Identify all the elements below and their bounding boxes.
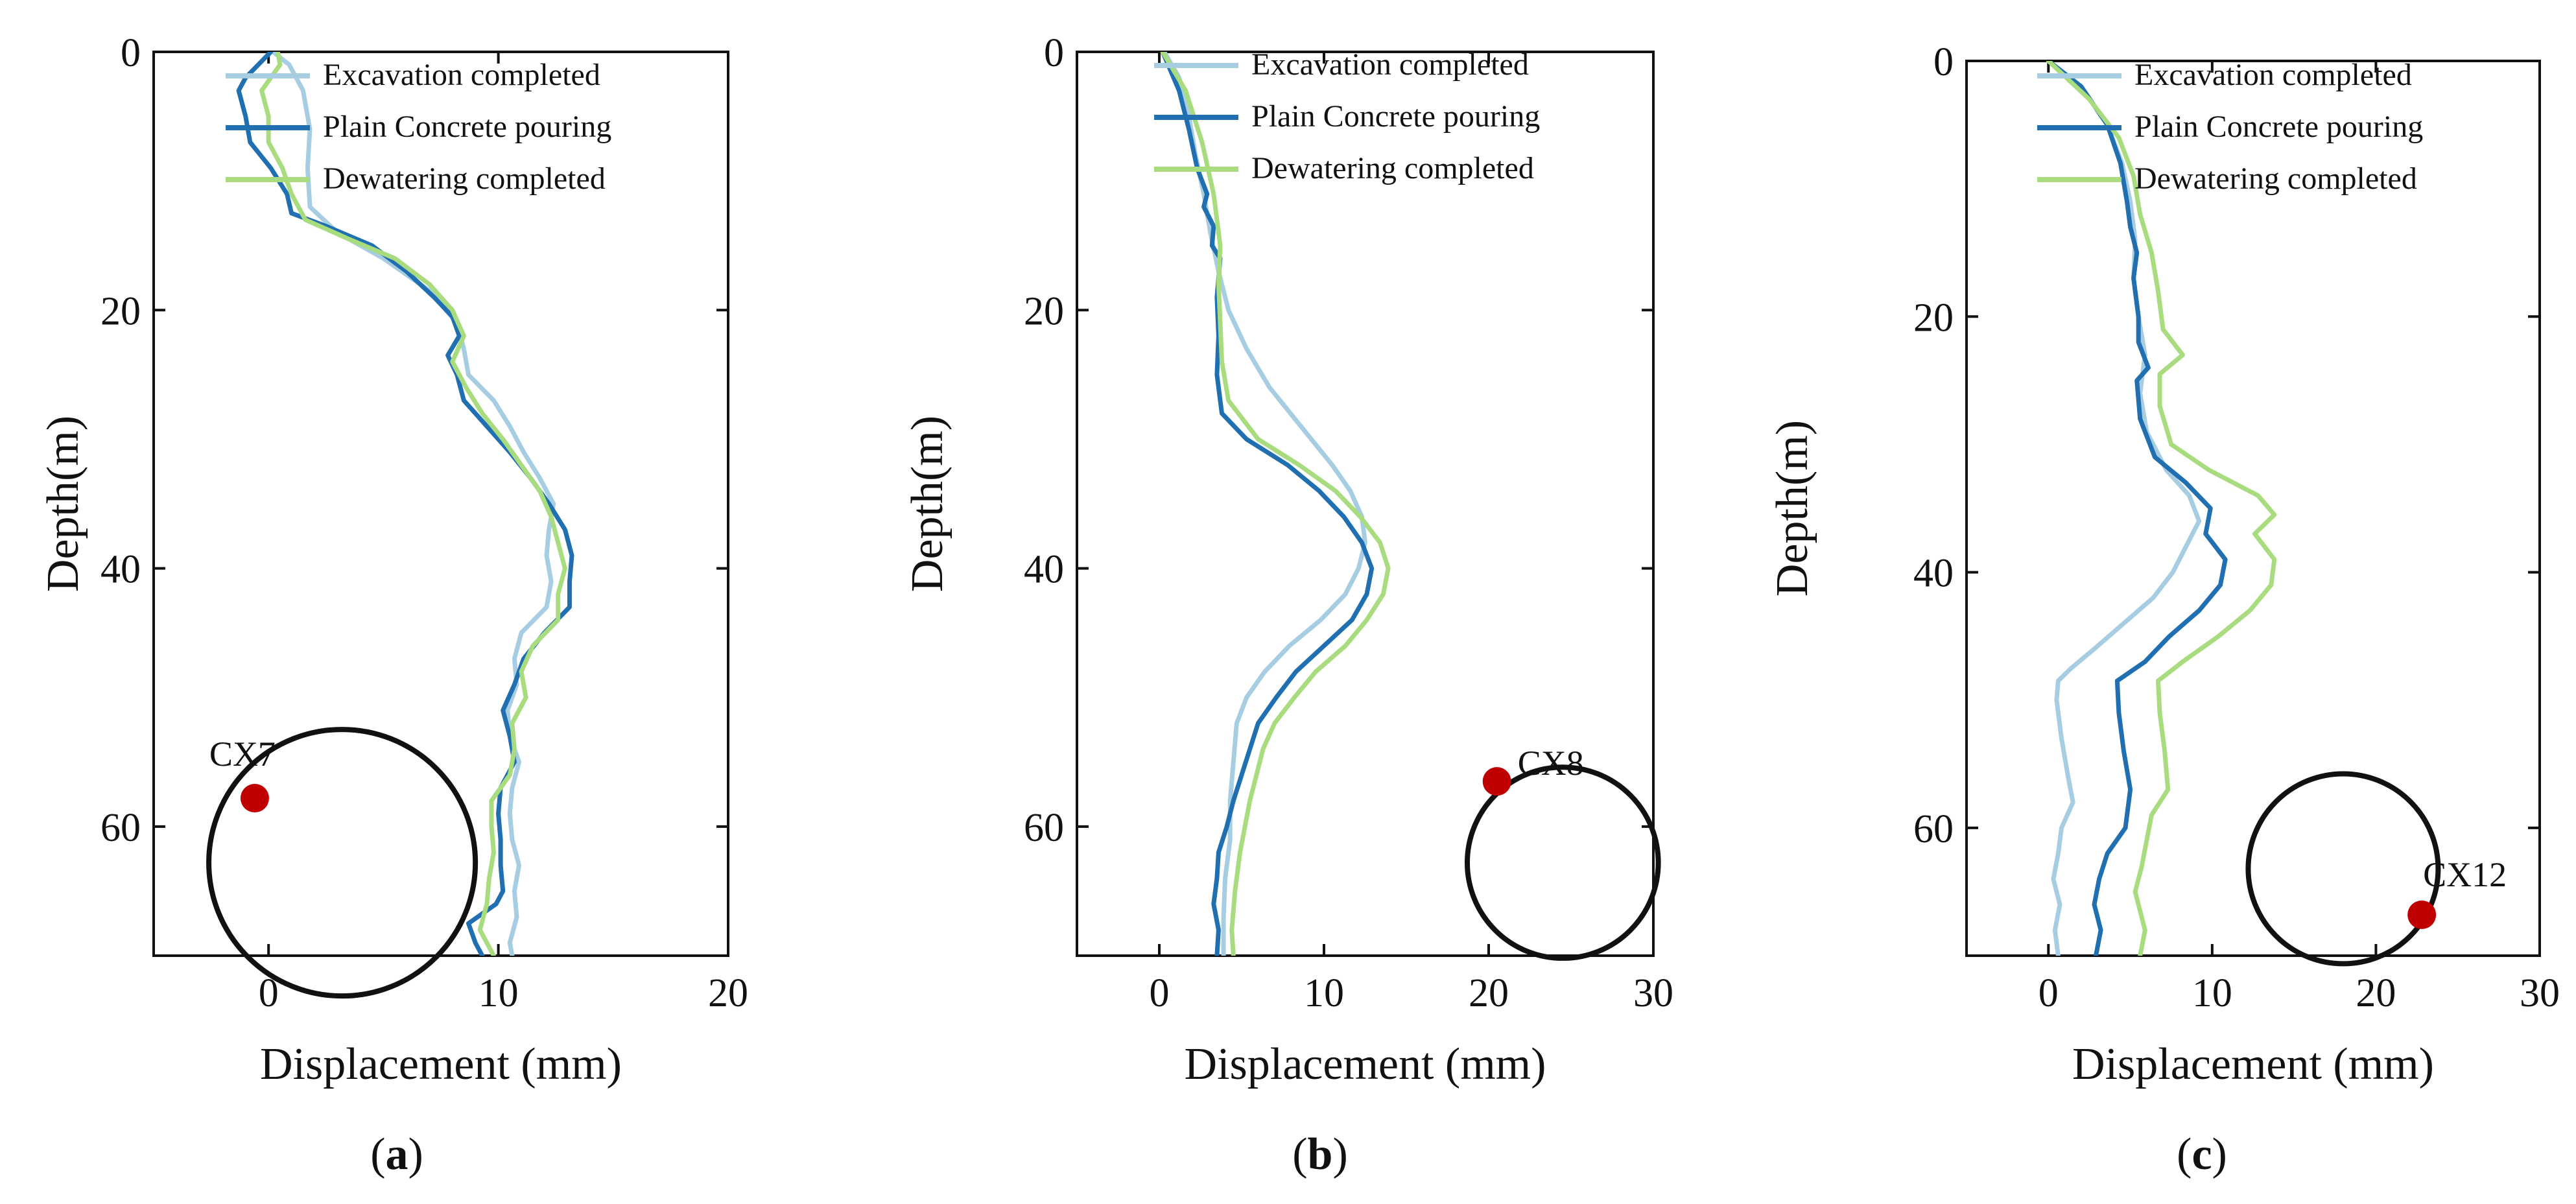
series-line-3 — [259, 52, 567, 956]
panel-label-close: ) — [408, 1129, 423, 1179]
legend-entry: Dewatering completed — [323, 161, 606, 196]
legend-entry: Plain Concrete pouring — [2134, 110, 2423, 144]
x-tick-label: 30 — [1633, 971, 1673, 1015]
panel-label-letter: c — [2192, 1129, 2212, 1179]
x-tick-label: 30 — [2520, 971, 2560, 1015]
series-line-3 — [2046, 61, 2277, 956]
y-tick-label: 60 — [1024, 806, 1064, 850]
panel-label-open: ( — [1292, 1129, 1307, 1179]
plot-frame-c — [1965, 60, 2541, 957]
legend-entry: Excavation completed — [2134, 58, 2412, 92]
x-axis-title: Displacement (mm) — [1185, 1039, 1546, 1089]
sensor-marker — [1482, 767, 1511, 796]
panel-label: (c) — [2177, 1129, 2227, 1179]
sensor-marker — [240, 784, 269, 813]
legend-entry: Plain Concrete pouring — [323, 110, 611, 144]
y-tick-label: 20 — [100, 289, 141, 333]
y-axis-title: Depth(m) — [903, 416, 952, 592]
series-line-3 — [1160, 52, 1391, 956]
y-tick-label: 0 — [121, 31, 141, 75]
tunnel-circle — [206, 727, 479, 999]
y-tick-label: 40 — [1024, 548, 1064, 592]
y-axis-title: Depth(m) — [38, 416, 88, 592]
y-tick-label: 20 — [1913, 296, 1954, 340]
x-axis-title: Displacement (mm) — [260, 1039, 622, 1089]
legend-entry: Plain Concrete pouring — [1251, 99, 1540, 134]
series-line-1 — [1162, 52, 1367, 956]
panel-label: (a) — [370, 1129, 423, 1179]
panel-label-letter: b — [1308, 1129, 1333, 1179]
series-line-2 — [1160, 52, 1375, 956]
panel-label: (b) — [1292, 1129, 1348, 1179]
x-tick-label: 10 — [2192, 971, 2232, 1015]
y-tick-label: 60 — [1913, 807, 1954, 851]
panel-c: 0 10 20 30 0 20 40 60 Displacement (mm) Depth(m) E… — [1767, 40, 2560, 1179]
y-tick-label: 0 — [1044, 31, 1064, 75]
tunnel-circle — [1464, 764, 1661, 961]
panel-label-close: ) — [2212, 1129, 2227, 1179]
sensor-label: CX8 — [1518, 744, 1584, 783]
sensor-marker — [2407, 900, 2437, 929]
x-tick-label: 10 — [479, 971, 519, 1015]
panel-label-close: ) — [1332, 1129, 1347, 1179]
y-tick-label: 60 — [100, 806, 141, 850]
x-tick-label: 0 — [1150, 971, 1170, 1015]
panel-label-open: ( — [2177, 1129, 2192, 1179]
sensor-label: CX7 — [209, 735, 276, 773]
legend-entry: Dewatering completed — [1251, 151, 1534, 185]
x-tick-label: 0 — [2038, 971, 2059, 1015]
plot-frame-b — [1076, 51, 1655, 957]
x-tick-label: 20 — [2356, 971, 2396, 1015]
y-tick-label: 40 — [100, 548, 141, 592]
legend-entry: Dewatering completed — [2134, 161, 2417, 196]
y-tick-label: 40 — [1913, 552, 1954, 596]
legend-entry: Excavation completed — [1251, 47, 1529, 82]
y-axis-title: Depth(m) — [1767, 420, 1817, 596]
tunnel-circle — [2245, 771, 2441, 967]
panel-label-letter: a — [386, 1129, 408, 1179]
x-axis-title: Displacement (mm) — [2072, 1039, 2434, 1089]
series-line-2 — [2046, 61, 2228, 956]
x-tick-label: 20 — [1469, 971, 1509, 1015]
x-tick-label: 20 — [708, 971, 748, 1015]
panel-label-open: ( — [370, 1129, 385, 1179]
sensor-label: CX12 — [2423, 855, 2507, 894]
panel-b: 0 10 20 30 0 20 40 60 Displacement (mm) Depth(m) E… — [903, 31, 1673, 1179]
series-line-1 — [270, 52, 556, 956]
y-tick-label: 20 — [1024, 289, 1064, 333]
legend-entry: Excavation completed — [323, 58, 600, 92]
x-tick-label: 10 — [1304, 971, 1344, 1015]
y-tick-label: 0 — [1933, 40, 1954, 84]
